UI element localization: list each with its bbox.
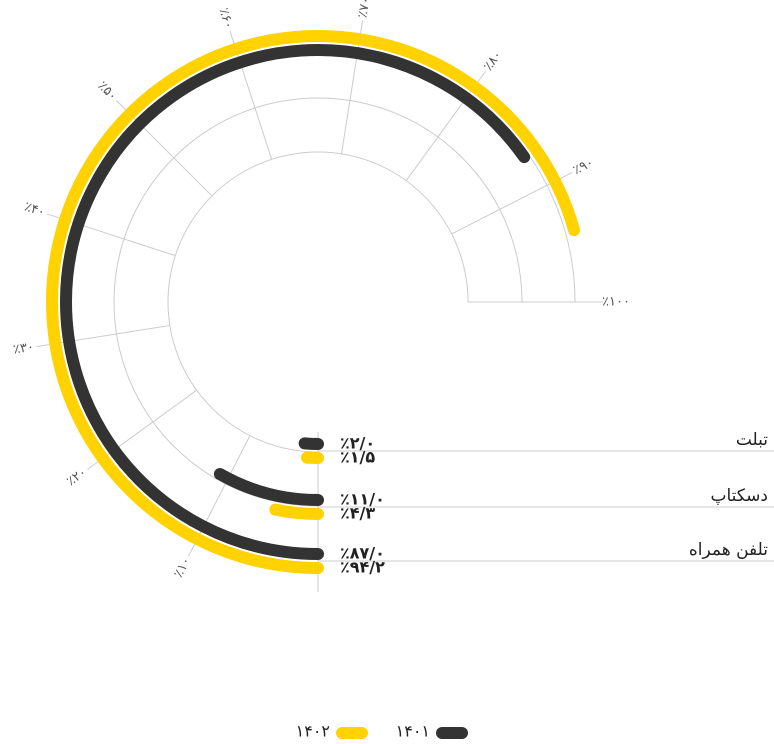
legend: ۱۴۰۱ ۱۴۰۲ [296,722,468,741]
tick-label: ٪۸۰ [481,48,505,74]
grid-ring [167,151,469,453]
tick-label: ٪۹۰ [571,155,596,178]
value-label: ٪۱/۵ [340,448,375,467]
value-label: ٪۹۴/۲ [340,558,385,577]
value-label: ٪۴/۳ [340,504,375,523]
tick-label: ٪۳۰ [12,340,35,358]
tick-label: ٪۱۰ [171,555,194,580]
tick-label: ٪۵۰ [95,79,120,104]
bar [60,44,531,560]
legend-label: ۱۴۰۲ [296,722,330,741]
tick-label: ٪۴۰ [22,200,47,221]
tick-label: ٪۶۰ [216,6,237,31]
value-label: ٪۸۷/۰ [340,544,385,563]
category-label: دسکتاپ [710,486,768,506]
bar [298,437,324,450]
tick-label: ٪۲۰ [64,465,90,489]
bar [213,467,324,506]
value-label: ٪۱۱/۰ [340,490,385,509]
bar [46,30,581,574]
legend-label: ۱۴۰۱ [396,722,430,741]
tick-label: ٪۱۰۰ [602,295,630,310]
category-label: تلفن همراه [689,540,768,560]
category-label: تبلت [736,430,768,450]
tick-label: ٪۷۰ [356,0,374,19]
value-label: ٪۲/۰ [340,434,375,453]
bar [269,503,324,520]
